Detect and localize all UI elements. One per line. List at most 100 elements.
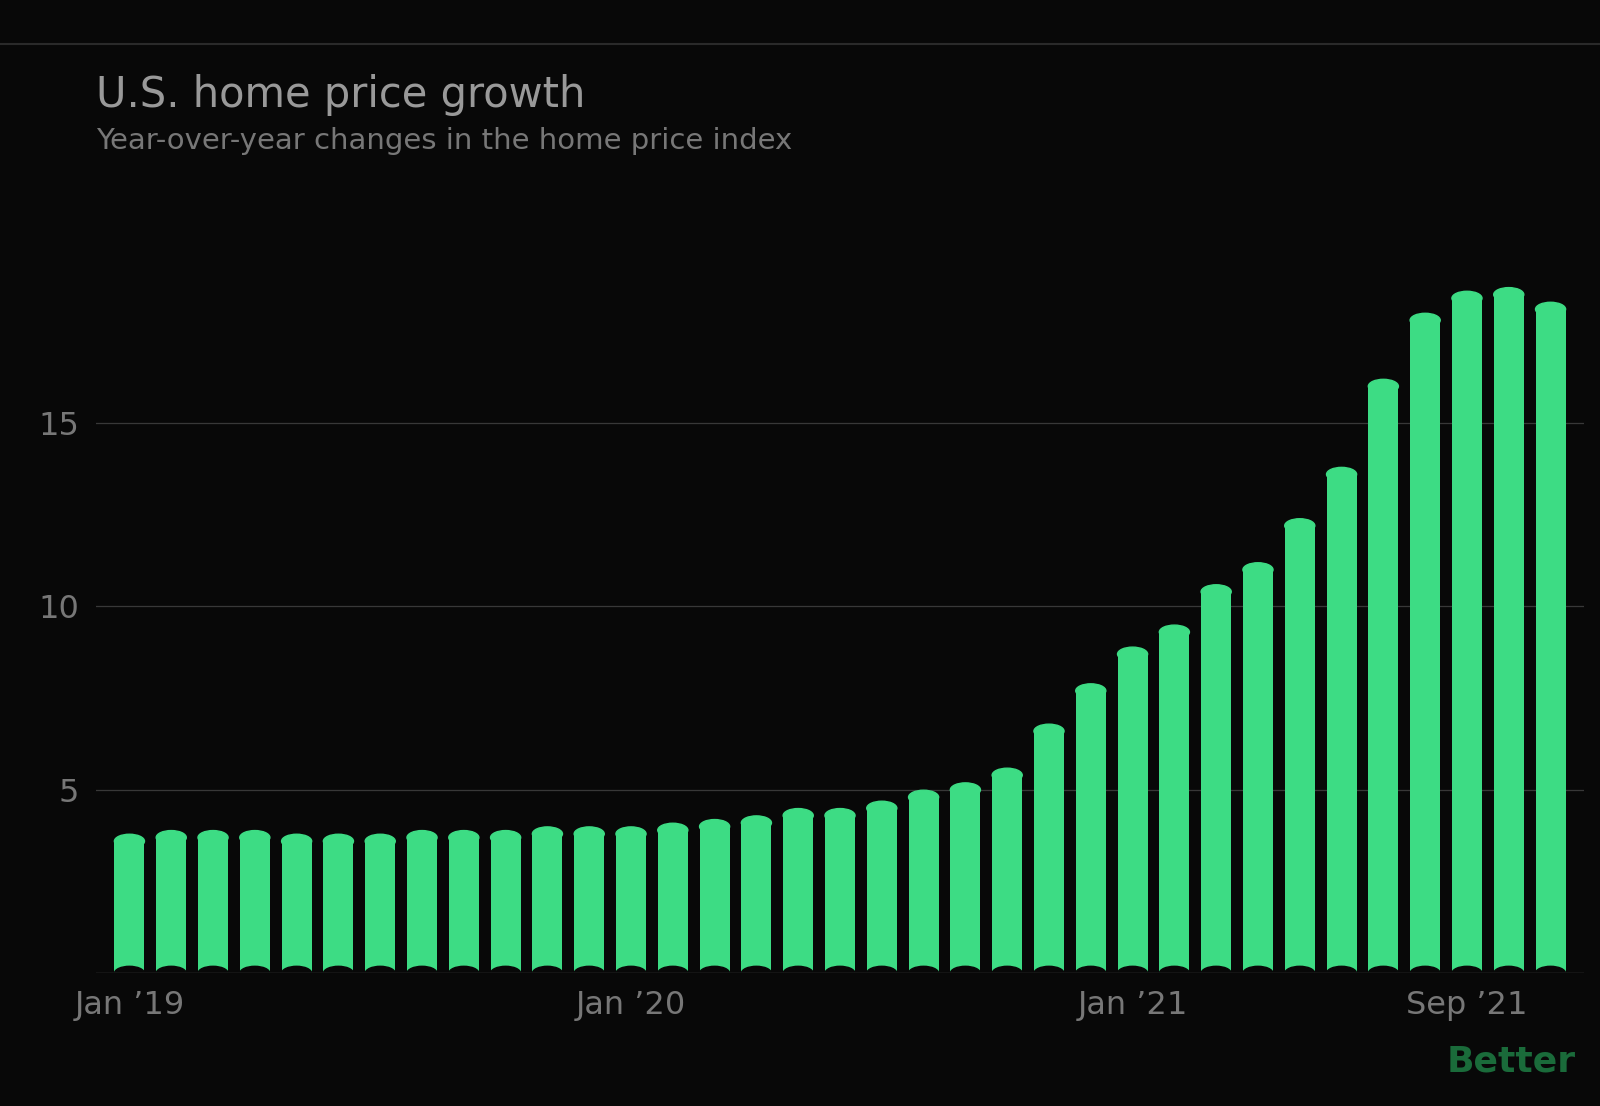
Bar xyxy=(1451,299,1482,973)
Bar xyxy=(114,842,144,973)
Ellipse shape xyxy=(406,831,437,845)
Bar xyxy=(406,837,437,973)
Ellipse shape xyxy=(1034,724,1064,738)
Bar xyxy=(491,837,520,973)
Ellipse shape xyxy=(1285,967,1315,980)
Ellipse shape xyxy=(365,834,395,848)
Ellipse shape xyxy=(1451,967,1482,980)
Bar xyxy=(574,834,605,973)
Ellipse shape xyxy=(616,967,646,980)
Ellipse shape xyxy=(533,827,563,841)
Ellipse shape xyxy=(1494,288,1523,302)
Ellipse shape xyxy=(1117,647,1147,661)
Ellipse shape xyxy=(240,831,270,845)
Bar xyxy=(826,815,854,973)
Ellipse shape xyxy=(826,967,854,980)
Ellipse shape xyxy=(1368,967,1398,980)
Ellipse shape xyxy=(1202,585,1232,598)
Bar xyxy=(1034,731,1064,973)
Ellipse shape xyxy=(282,967,312,980)
Ellipse shape xyxy=(157,831,186,845)
Ellipse shape xyxy=(574,827,605,841)
Ellipse shape xyxy=(1243,967,1274,980)
Ellipse shape xyxy=(1117,967,1147,980)
Ellipse shape xyxy=(699,820,730,834)
Bar xyxy=(616,834,646,973)
Ellipse shape xyxy=(950,783,981,796)
Ellipse shape xyxy=(1160,967,1189,980)
Ellipse shape xyxy=(992,967,1022,980)
Ellipse shape xyxy=(658,823,688,837)
Ellipse shape xyxy=(867,801,898,815)
Ellipse shape xyxy=(658,967,688,980)
Ellipse shape xyxy=(1326,967,1357,980)
Bar xyxy=(992,775,1022,973)
Bar xyxy=(1494,294,1523,973)
Ellipse shape xyxy=(282,834,312,848)
Bar xyxy=(1368,386,1398,973)
Ellipse shape xyxy=(1075,967,1106,980)
Ellipse shape xyxy=(1285,519,1315,533)
Ellipse shape xyxy=(909,967,939,980)
Text: U.S. home price growth: U.S. home price growth xyxy=(96,74,586,116)
Ellipse shape xyxy=(1368,379,1398,394)
Bar xyxy=(448,837,478,973)
Bar xyxy=(282,842,312,973)
Bar xyxy=(365,842,395,973)
Bar xyxy=(699,826,730,973)
Bar xyxy=(867,808,898,973)
Bar xyxy=(1410,321,1440,973)
Ellipse shape xyxy=(157,967,186,980)
Ellipse shape xyxy=(782,808,813,823)
Ellipse shape xyxy=(323,834,354,848)
Ellipse shape xyxy=(323,967,354,980)
Ellipse shape xyxy=(950,967,981,980)
Bar xyxy=(950,790,981,973)
Bar xyxy=(1075,691,1106,973)
Ellipse shape xyxy=(909,790,939,804)
Ellipse shape xyxy=(406,967,437,980)
Text: Year-over-year changes in the home price index: Year-over-year changes in the home price… xyxy=(96,127,792,155)
Ellipse shape xyxy=(1202,967,1232,980)
Ellipse shape xyxy=(574,967,605,980)
Ellipse shape xyxy=(699,967,730,980)
Ellipse shape xyxy=(1326,468,1357,481)
Bar xyxy=(1326,474,1357,973)
Ellipse shape xyxy=(1494,967,1523,980)
Ellipse shape xyxy=(782,967,813,980)
Ellipse shape xyxy=(533,967,563,980)
Bar xyxy=(198,837,229,973)
Text: Better: Better xyxy=(1446,1044,1576,1078)
Ellipse shape xyxy=(1410,313,1440,327)
Bar xyxy=(323,842,354,973)
Bar xyxy=(1243,570,1274,973)
Ellipse shape xyxy=(741,816,771,830)
Ellipse shape xyxy=(1410,967,1440,980)
Bar xyxy=(909,797,939,973)
Ellipse shape xyxy=(867,967,898,980)
Ellipse shape xyxy=(1160,625,1189,639)
Ellipse shape xyxy=(491,967,520,980)
Ellipse shape xyxy=(365,967,395,980)
Ellipse shape xyxy=(1536,302,1566,316)
Bar xyxy=(658,831,688,973)
Bar xyxy=(1160,633,1189,973)
Ellipse shape xyxy=(1536,967,1566,980)
Ellipse shape xyxy=(992,769,1022,782)
Bar xyxy=(741,823,771,973)
Bar xyxy=(533,834,563,973)
Ellipse shape xyxy=(448,831,478,845)
Ellipse shape xyxy=(198,831,229,845)
Ellipse shape xyxy=(826,808,854,823)
Ellipse shape xyxy=(741,967,771,980)
Bar xyxy=(157,837,186,973)
Ellipse shape xyxy=(448,967,478,980)
Ellipse shape xyxy=(1075,684,1106,698)
Bar xyxy=(240,837,270,973)
Ellipse shape xyxy=(1451,291,1482,305)
Ellipse shape xyxy=(1034,967,1064,980)
Ellipse shape xyxy=(616,827,646,841)
Ellipse shape xyxy=(198,967,229,980)
Ellipse shape xyxy=(240,967,270,980)
Bar xyxy=(782,815,813,973)
